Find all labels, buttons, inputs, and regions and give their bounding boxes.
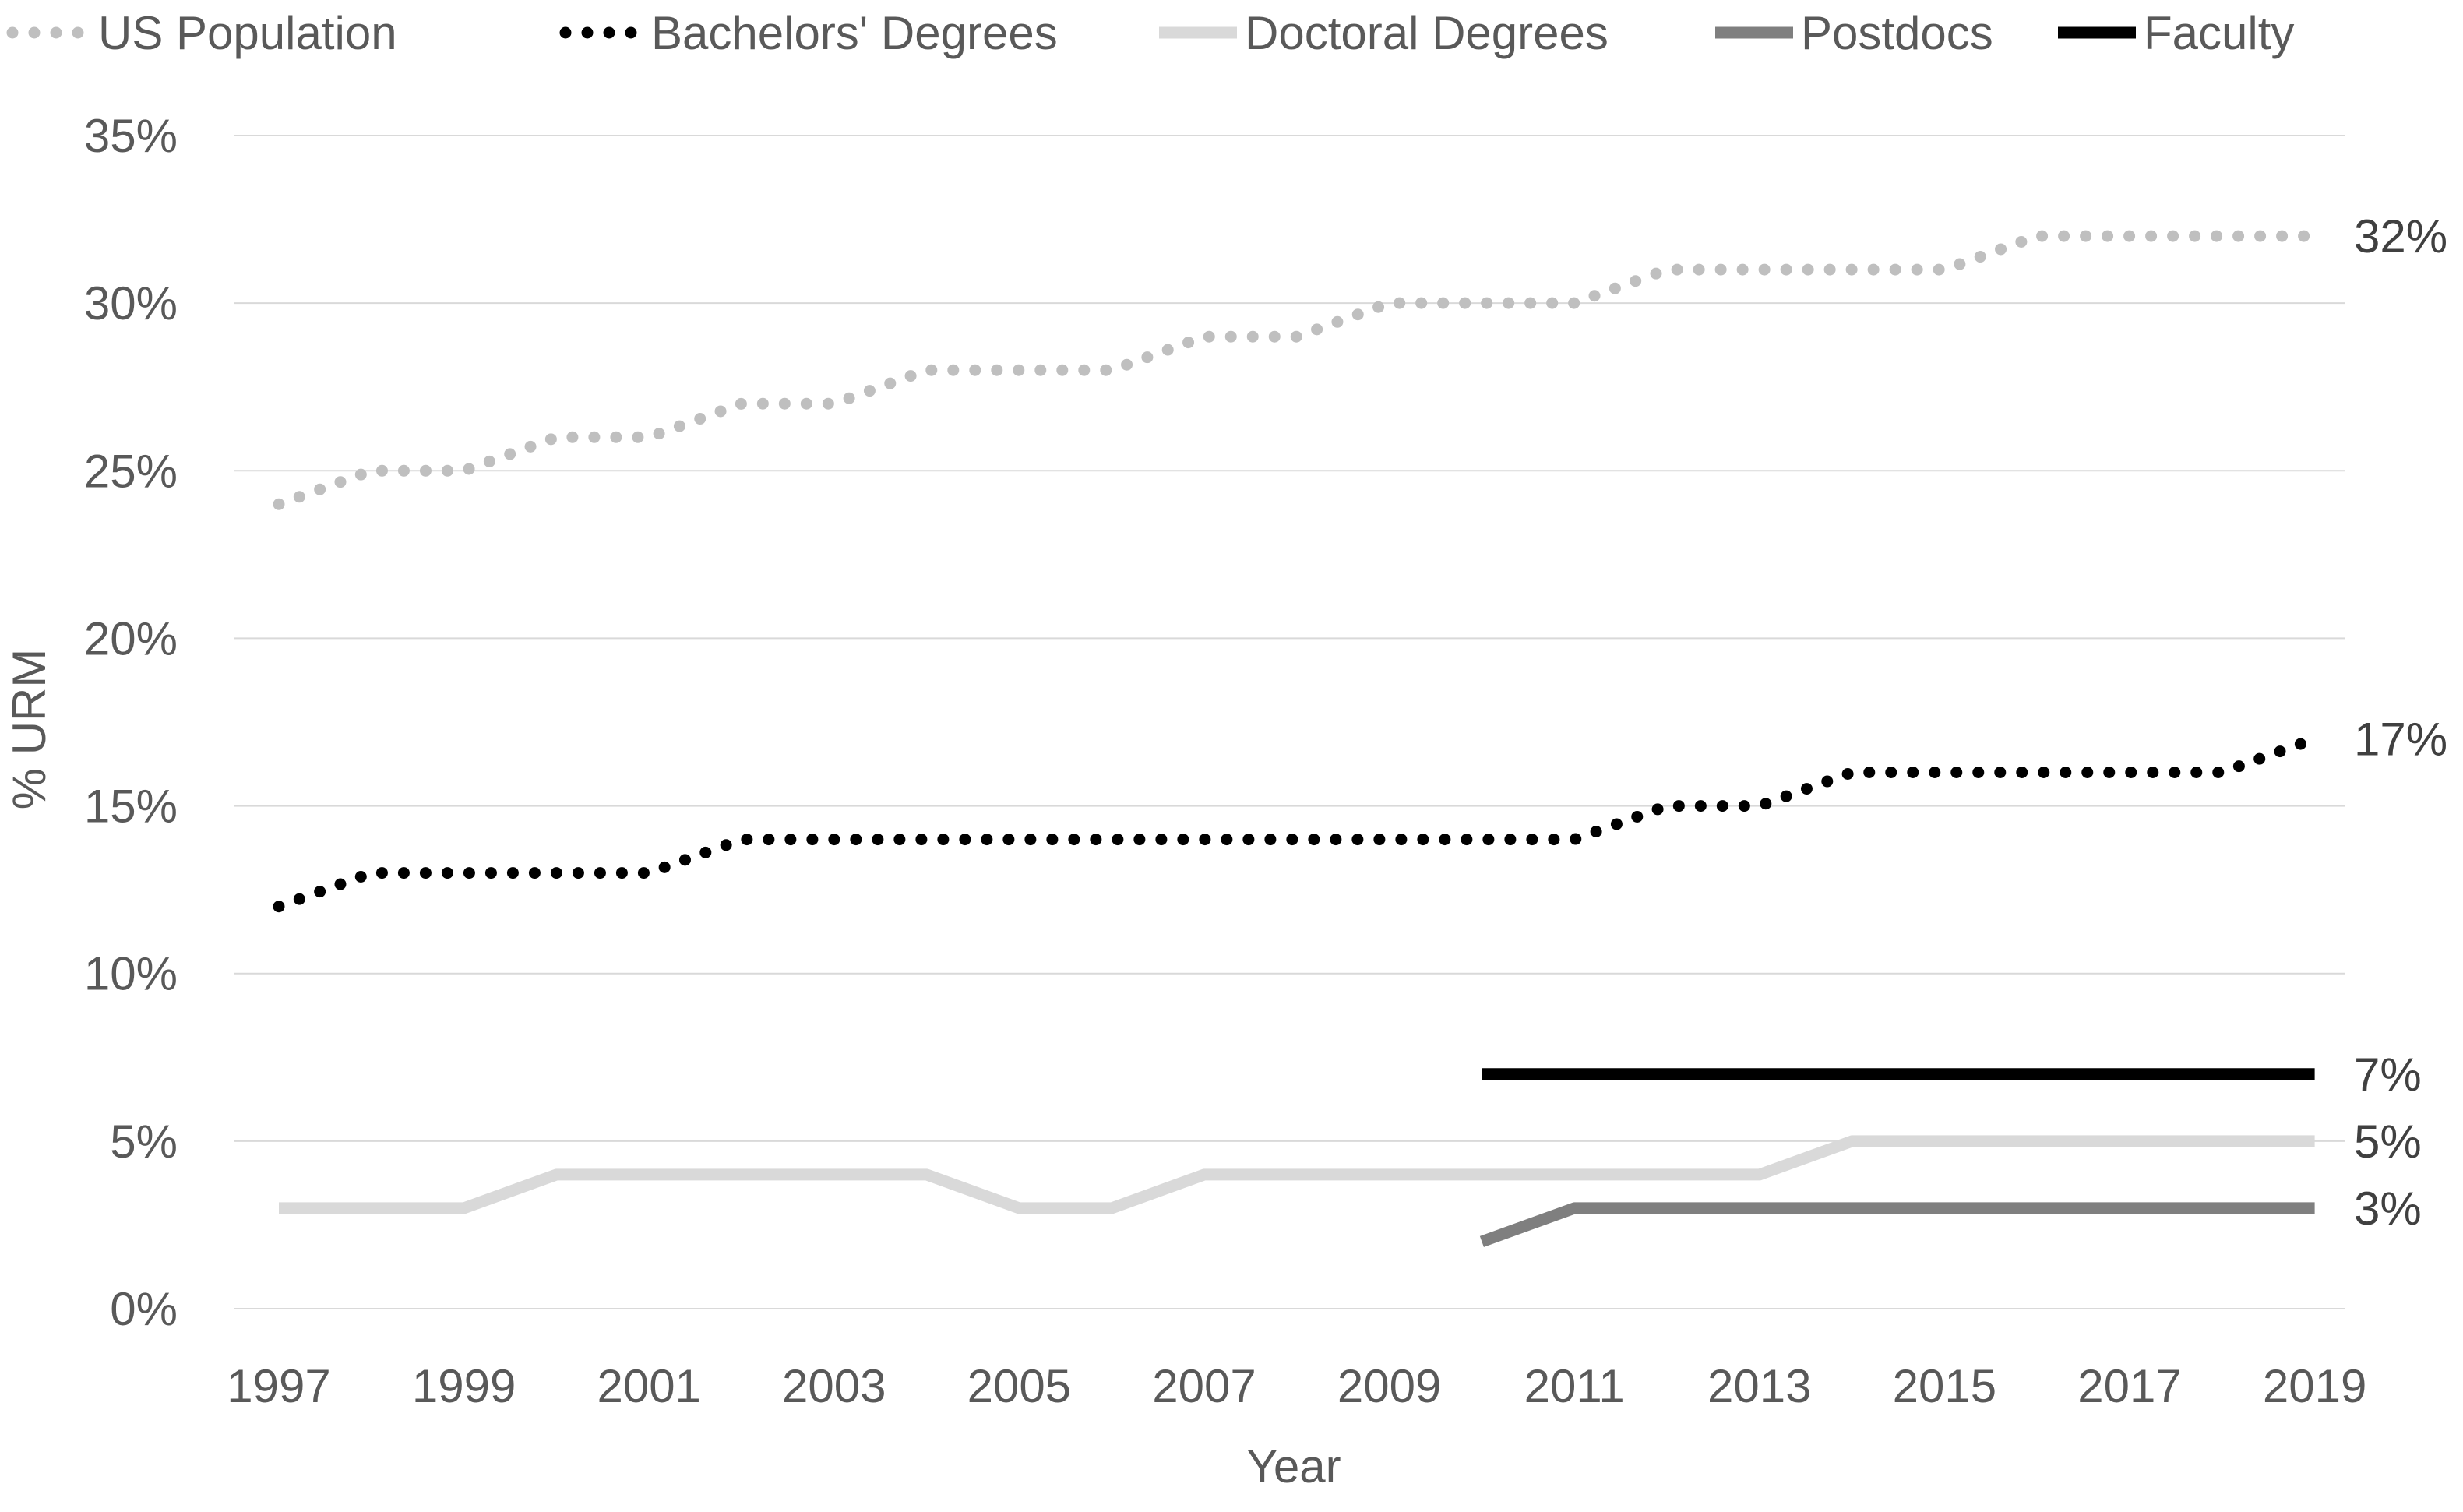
y-tick-label: 0%: [110, 1283, 178, 1335]
x-tick-label: 2013: [1707, 1360, 1811, 1412]
end-label: 3%: [2354, 1182, 2422, 1235]
y-axis-title: % URM: [3, 649, 55, 810]
legend-label: Postdocs: [1801, 7, 1993, 59]
x-axis-ticks: 1997 1999 2001 2003 2005 2007 2009 2011 2013 2015…: [227, 1360, 2366, 1412]
end-label: 7%: [2354, 1049, 2422, 1101]
x-tick-label: 2015: [1893, 1360, 1996, 1412]
x-tick-label: 2001: [597, 1360, 700, 1412]
x-tick-label: 2005: [967, 1360, 1071, 1412]
x-tick-label: 2007: [1152, 1360, 1256, 1412]
y-tick-label: 25%: [84, 445, 178, 497]
legend-label: US Population: [98, 7, 397, 59]
legend-label: Bachelors' Degrees: [651, 7, 1058, 59]
end-label: 17%: [2354, 714, 2447, 766]
series-line-doctoral-degrees: [279, 1135, 2315, 1214]
series-line-us-population: [273, 230, 2321, 510]
x-tick-label: 1997: [227, 1360, 330, 1412]
y-tick-label: 10%: [84, 948, 178, 1000]
series-line-bachelors-degrees: [273, 733, 2321, 913]
y-tick-label: 35%: [84, 110, 178, 162]
y-tick-label: 30%: [84, 277, 178, 330]
end-label: 32%: [2354, 210, 2447, 263]
end-labels: 32% 17% 5% 3% 7%: [2354, 210, 2447, 1235]
end-label: 5%: [2354, 1115, 2422, 1168]
legend: US Population Bachelors' Degrees Doctoral …: [6, 7, 2294, 59]
x-tick-label: 2011: [1524, 1360, 1625, 1412]
x-axis-title: Year: [1246, 1440, 1341, 1493]
legend-label: Faculty: [2144, 7, 2294, 59]
x-tick-label: 2017: [2077, 1360, 2181, 1412]
x-tick-label: 2019: [2263, 1360, 2366, 1412]
y-tick-label: 5%: [110, 1115, 178, 1168]
series-lines: [273, 230, 2321, 1247]
x-tick-label: 2009: [1337, 1360, 1441, 1412]
legend-label: Doctoral Degrees: [1245, 7, 1609, 59]
series-line-postdocs: [1479, 1202, 2315, 1247]
y-tick-label: 15%: [84, 781, 178, 833]
y-tick-label: 20%: [84, 612, 178, 664]
y-axis-ticks: 0% 5% 10% 15% 20% 25% 30% 35%: [84, 110, 178, 1335]
gridlines: [234, 135, 2345, 1309]
x-tick-label: 1999: [412, 1360, 516, 1412]
x-tick-label: 2003: [782, 1360, 886, 1412]
